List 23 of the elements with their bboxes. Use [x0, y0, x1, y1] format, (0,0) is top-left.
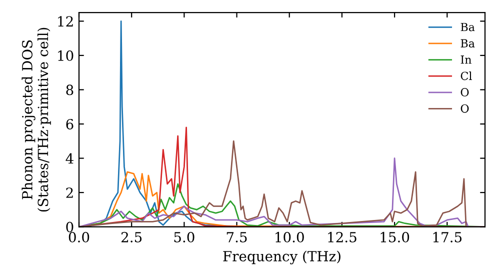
x-tick-label: 2.5	[121, 232, 142, 242]
x-tick-label: 5.0	[174, 232, 194, 242]
x-tick-label: 12.5	[328, 232, 356, 242]
legend-label: Ba	[460, 39, 475, 48]
y-tick-label: 10	[58, 50, 74, 61]
x-tick-label: 17.5	[433, 232, 462, 242]
y-axis-title: Phonon projected DOS (States/THz·primitive cell)	[22, 28, 51, 212]
x-tick-label: 0.0	[68, 232, 90, 242]
legend-label: In	[460, 56, 472, 64]
x-tick-label: 15.0	[380, 232, 410, 242]
x-tick-label: 10.0	[276, 232, 304, 242]
y-tick-label: 2	[66, 187, 73, 198]
x-tick-label: 7.5	[226, 232, 247, 242]
legend-label: O	[460, 88, 469, 96]
y-tick-label: 6	[66, 118, 74, 130]
y-tick-label: 12	[58, 16, 73, 26]
x-axis-title: Frequency (THz)	[223, 250, 340, 264]
y-tick-label: 4	[66, 153, 74, 164]
legend-label: Cl	[460, 72, 472, 80]
legend-label: Ba	[460, 22, 475, 32]
y-tick-label: 8	[66, 84, 74, 96]
y-tick-label: 0	[66, 222, 74, 232]
legend-label: O	[460, 104, 469, 113]
